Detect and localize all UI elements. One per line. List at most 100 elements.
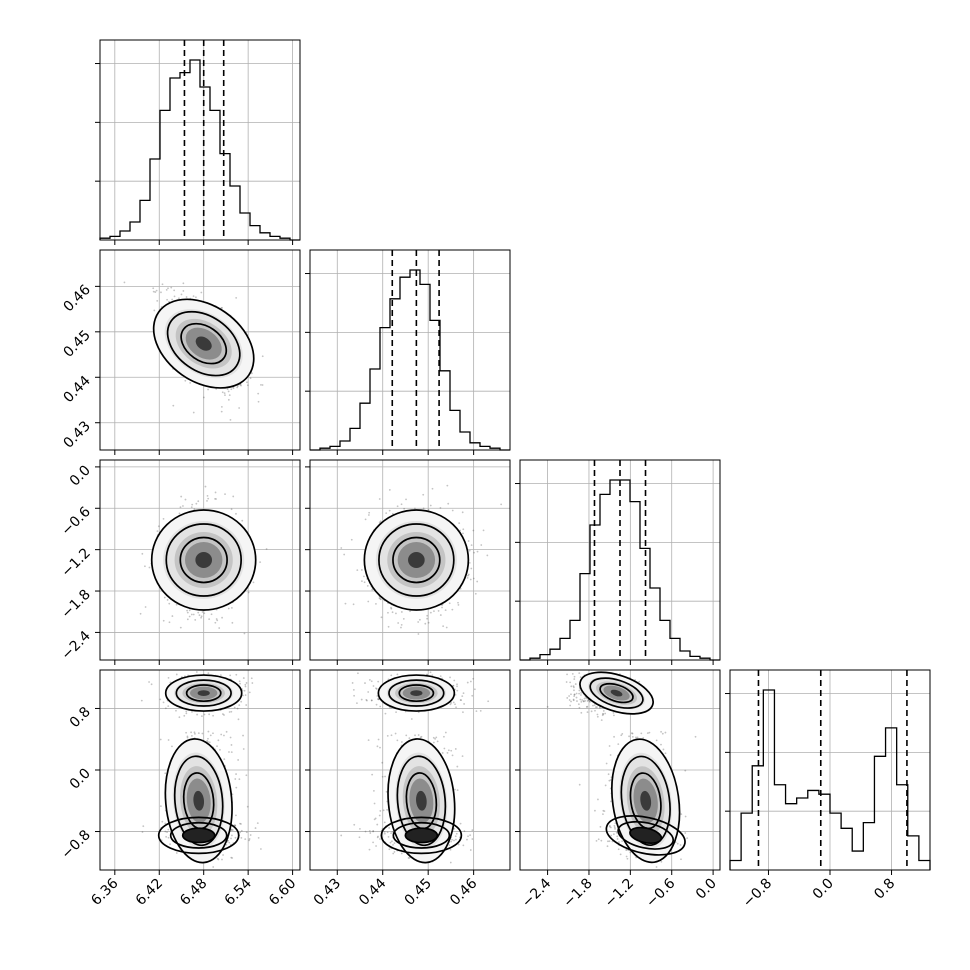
sample-point	[373, 802, 376, 805]
panel-frame	[309, 249, 511, 451]
sample-point	[165, 288, 168, 291]
sample-point	[387, 611, 389, 614]
sample-point	[257, 836, 260, 839]
sample-point	[565, 681, 568, 683]
sample-point	[396, 673, 399, 676]
sample-point	[201, 611, 204, 613]
sample-point	[446, 484, 449, 487]
sample-point	[164, 822, 167, 825]
sample-point	[573, 678, 576, 680]
sample-point	[238, 407, 241, 409]
sample-point	[450, 840, 453, 843]
sample-point	[248, 691, 251, 694]
sample-point	[573, 675, 576, 678]
sample-point	[474, 592, 477, 595]
sample-point	[207, 672, 210, 675]
sample-point	[459, 822, 462, 825]
sample-point	[466, 681, 469, 684]
sample-point	[228, 751, 230, 753]
sample-point	[472, 677, 475, 680]
sample-point	[392, 852, 395, 855]
sample-point	[220, 410, 223, 413]
sample-point	[390, 606, 392, 609]
panel-frame	[519, 459, 721, 661]
sample-point	[400, 611, 403, 613]
sample-point	[150, 683, 153, 686]
sample-point	[169, 843, 171, 846]
histogram-1	[310, 269, 510, 451]
sample-point	[609, 754, 612, 756]
sample-point	[235, 673, 238, 676]
sample-point	[350, 538, 353, 541]
sample-point	[230, 606, 233, 609]
sample-point	[397, 622, 400, 624]
sample-point	[170, 286, 173, 289]
sample-point	[175, 709, 177, 712]
sample-point	[344, 602, 347, 605]
sample-point	[377, 698, 380, 700]
sample-point	[227, 390, 230, 393]
sample-point	[367, 691, 370, 693]
sample-point	[190, 613, 193, 616]
sample-point	[449, 676, 451, 679]
density-level	[195, 336, 212, 351]
sample-point	[200, 715, 203, 718]
sample-point	[372, 841, 374, 844]
sample-point	[372, 830, 375, 833]
sample-point	[186, 736, 189, 739]
sample-point	[457, 601, 459, 604]
sample-point	[364, 682, 366, 684]
sample-point	[396, 505, 399, 508]
sample-point	[566, 697, 569, 699]
sample-point	[173, 289, 176, 292]
sample-point	[190, 734, 193, 737]
sample-point	[379, 810, 382, 812]
sample-point	[400, 741, 403, 743]
sample-point	[164, 830, 167, 833]
sample-point	[473, 688, 476, 691]
sample-point	[446, 751, 449, 754]
sample-point	[368, 511, 371, 514]
sample-point	[389, 841, 392, 844]
sample-point	[212, 714, 214, 717]
sample-point	[391, 840, 393, 843]
sample-point	[193, 731, 196, 734]
sample-point	[476, 580, 479, 583]
sample-point	[243, 689, 246, 692]
sample-point	[569, 681, 572, 684]
sample-point	[252, 581, 255, 584]
sample-point	[178, 512, 181, 515]
sample-point	[215, 498, 217, 500]
sample-point	[228, 394, 231, 397]
sample-point	[204, 485, 207, 488]
sample-point	[610, 834, 613, 837]
sample-point	[244, 685, 247, 688]
sample-point	[210, 613, 213, 616]
sample-point	[246, 381, 248, 384]
sample-point	[476, 550, 479, 553]
sample-point	[186, 618, 189, 621]
sample-point	[405, 498, 407, 501]
sample-point	[367, 739, 370, 742]
sample-point	[142, 825, 145, 828]
sample-point	[385, 512, 388, 515]
sample-point	[171, 298, 174, 301]
sample-point	[215, 618, 218, 620]
sample-point	[439, 614, 442, 616]
sample-point	[152, 287, 155, 290]
sample-point	[463, 830, 466, 833]
sample-point	[179, 506, 182, 509]
sample-point	[451, 838, 453, 841]
sample-point	[359, 827, 361, 830]
sample-point	[660, 860, 663, 863]
sample-point	[245, 704, 248, 706]
sample-point	[463, 703, 465, 705]
sample-point	[388, 489, 391, 491]
sample-point	[178, 716, 181, 719]
sample-point	[445, 626, 448, 629]
sample-point	[435, 736, 438, 739]
sample-point	[444, 609, 447, 612]
sample-point	[363, 581, 366, 584]
sample-point	[192, 613, 195, 616]
sample-point	[155, 289, 158, 292]
